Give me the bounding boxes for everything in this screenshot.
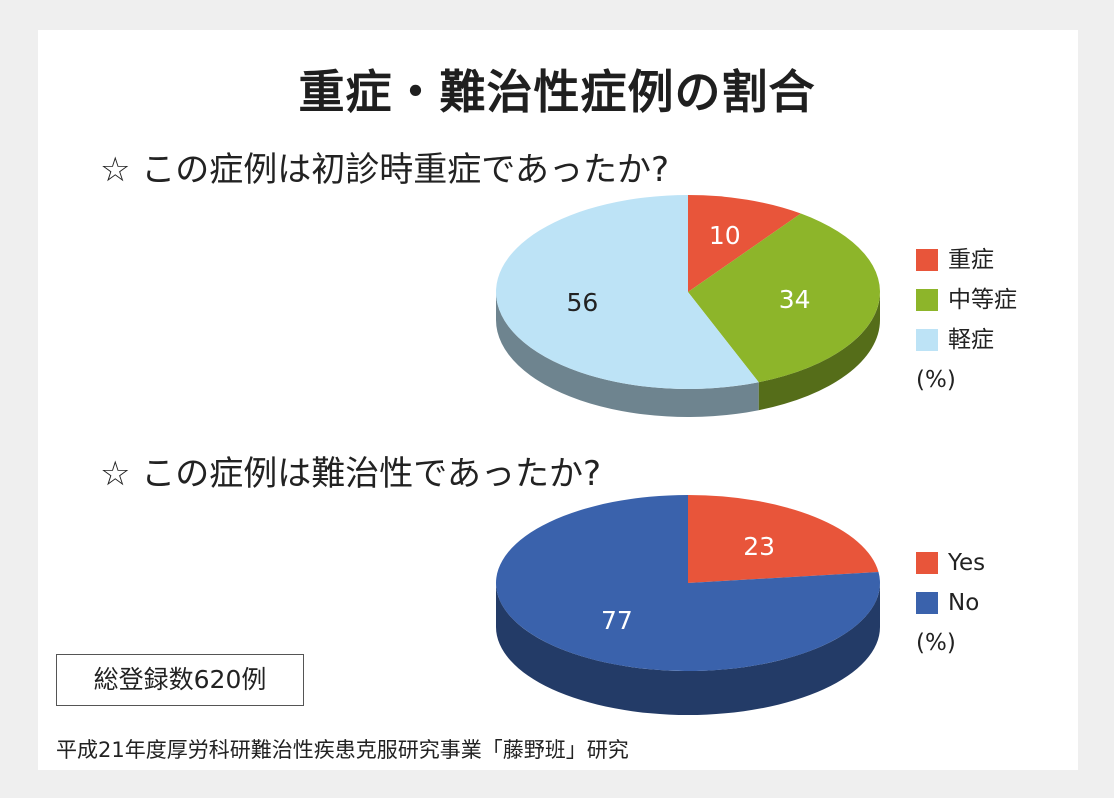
refractory-side-1 [496, 583, 880, 715]
legend-swatch-no [916, 592, 938, 614]
legend-swatch-mild [916, 329, 938, 351]
severity-side-2 [496, 292, 759, 418]
legend-label-no: No [948, 590, 980, 616]
question-refractory: ☆ この症例は難治性であったか? [100, 454, 601, 494]
severity-slice-1 [688, 213, 880, 383]
severity-value-label-0: 10 [709, 221, 741, 250]
severity-slice-2 [496, 195, 759, 389]
legend-item-mild: 軽症 [916, 320, 1017, 360]
severity-slice-0 [688, 195, 801, 292]
legend-label-mild: 軽症 [948, 327, 994, 353]
legend-item-moderate: 中等症 [916, 280, 1017, 320]
legend-swatch-severe [916, 249, 938, 271]
total-cases-box: 総登録数620例 [56, 654, 304, 706]
legend-item-severe: 重症 [916, 240, 1017, 280]
legend-item-yes: Yes [916, 543, 985, 583]
severity-value-label-2: 56 [566, 288, 598, 317]
refractory-legend: Yes No (%) [916, 543, 985, 663]
legend-unit-refractory: (%) [916, 630, 956, 656]
refractory-value-label-1: 77 [601, 606, 633, 635]
legend-label-yes: Yes [948, 550, 986, 576]
severity-side-1 [758, 292, 880, 411]
legend-label-severe: 重症 [948, 247, 994, 273]
question-severity: ☆ この症例は初診時重症であったか? [100, 150, 669, 190]
refractory-slice-0 [688, 495, 879, 583]
legend-swatch-yes [916, 552, 938, 574]
severity-value-label-1: 34 [779, 285, 811, 314]
refractory-slice-1 [495, 495, 880, 671]
legend-swatch-moderate [916, 289, 938, 311]
figure-title: 重症・難治性症例の割合 [298, 65, 816, 119]
source-note: 平成21年度厚労科研難治性疾患克服研究事業「藤野班」研究 [56, 738, 629, 762]
legend-label-moderate: 中等症 [948, 287, 1017, 313]
legend-unit-severity: (%) [916, 367, 956, 393]
severity-legend: 重症 中等症 軽症 (%) [916, 240, 1017, 400]
refractory-value-label-0: 23 [743, 532, 775, 561]
legend-item-no: No [916, 583, 985, 623]
